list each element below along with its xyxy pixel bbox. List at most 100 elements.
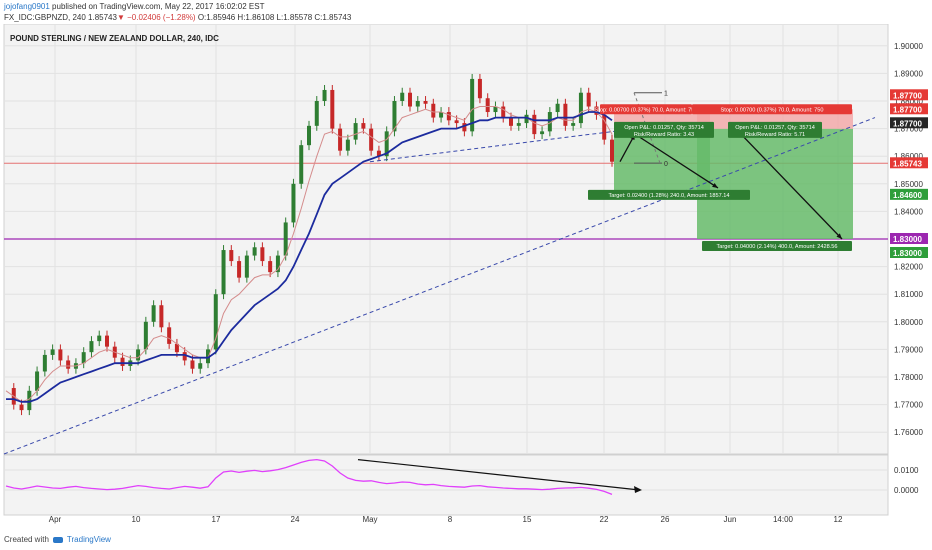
candle-body xyxy=(105,335,109,347)
target-label-1-box xyxy=(588,189,750,200)
x-tick-label: 12 xyxy=(834,515,843,524)
y-tick-label: 1.81000 xyxy=(894,290,923,299)
candle-body xyxy=(136,349,141,361)
stop-label-2-box xyxy=(692,104,852,115)
candle-body xyxy=(415,101,420,107)
candle-body xyxy=(19,404,24,411)
candle-body xyxy=(283,222,288,256)
candle-body xyxy=(229,250,234,262)
candle-body xyxy=(159,305,164,328)
candle-body xyxy=(423,101,428,104)
y-tick-label: 1.88000 xyxy=(894,97,923,106)
target-zone-2 xyxy=(697,128,853,239)
target-label-2-text: Target: 0.04000 (2.14%) 400.0, Amount: 2… xyxy=(717,244,838,250)
candle-body xyxy=(299,145,304,184)
divergence-arrow-head xyxy=(634,486,642,493)
price-label: 1.84600 xyxy=(893,191,922,200)
pnl-label-2-text: Open P&L: 0.01257, Qty: 35714 xyxy=(735,125,815,131)
candle-body xyxy=(345,139,350,151)
candle-body xyxy=(143,321,148,350)
candle-body xyxy=(206,349,210,364)
y-tick-label: 1.77000 xyxy=(894,401,923,410)
x-tick-label: May xyxy=(362,515,377,524)
y-tick-label: 1.90000 xyxy=(894,42,923,51)
price-label-bg xyxy=(890,89,928,101)
price-label-bg xyxy=(890,117,928,129)
x-tick-label: 26 xyxy=(661,515,670,524)
candle-body xyxy=(291,183,296,223)
candle-body xyxy=(532,114,537,135)
pnl-label-2-text: Risk/Reward Ratio: 5.71 xyxy=(745,132,805,138)
x-tick-label: 15 xyxy=(523,515,532,524)
price-label: 1.83000 xyxy=(893,235,922,244)
moving-average-line xyxy=(5,106,613,403)
candle-body xyxy=(198,363,203,369)
publish-text: published on TradingView.com, May 22, 20… xyxy=(49,2,265,11)
y-tick-label: 1.76000 xyxy=(894,428,923,437)
candle-body xyxy=(408,92,412,107)
price-change: ▼ −0.02406 (−1.28%) xyxy=(116,13,198,22)
target-label-1-text: Target: 0.02400 (1.28%) 240.0, Amount: 1… xyxy=(609,193,730,199)
candle-body xyxy=(361,123,366,129)
candle-body xyxy=(244,255,249,278)
candle-body xyxy=(524,114,529,124)
author-link[interactable]: jojofang0901 xyxy=(4,2,50,11)
candle-body xyxy=(369,128,374,151)
arrow-line xyxy=(732,125,843,240)
x-tick-label: 22 xyxy=(600,515,609,524)
oscillator-pane xyxy=(3,454,889,516)
tradingview-brand[interactable]: TradingView xyxy=(66,535,111,544)
footer: Created with TradingView xyxy=(4,535,111,544)
series-lines xyxy=(5,106,613,403)
candle-body xyxy=(571,123,576,126)
candle-body xyxy=(237,261,242,278)
price-label: 1.83000 xyxy=(893,249,922,258)
candle-body xyxy=(384,131,389,157)
stop-label-2-text: Stop: 0.00700 (0.37%) 70.0, Amount: 750 xyxy=(721,107,824,113)
trend-line-dashed xyxy=(3,117,876,455)
divergence-line xyxy=(357,459,639,491)
candle-body xyxy=(555,103,560,113)
chart-title: POUND STERLING / NEW ZEALAND DOLLAR, 240… xyxy=(10,34,219,43)
candle-body xyxy=(493,106,498,113)
axes: 1.90000 1.89000 1.88000 1.87000 1.86000 1.850… xyxy=(49,42,928,524)
candle-body xyxy=(509,117,513,126)
candle-body xyxy=(470,78,475,132)
candle-body xyxy=(174,343,179,353)
candle-body xyxy=(120,357,125,366)
candle-body xyxy=(252,247,257,256)
candle-body xyxy=(27,390,32,411)
stop-label-1-text: Stop: 0.00700 (0.37%) 70.0, Amount: 750 xyxy=(595,107,698,113)
tradingview-icon xyxy=(52,536,63,543)
arrow-line xyxy=(634,133,719,189)
candle-body xyxy=(330,89,335,129)
y-tick-label: 1.86000 xyxy=(894,152,923,161)
candle-body xyxy=(50,349,55,355)
oscillator-line xyxy=(5,458,613,496)
created-with: Created with xyxy=(4,535,49,544)
ohlc: O:1.85946 H:1.86108 L:1.85578 C:1.85743 xyxy=(197,13,352,22)
x-tick-label: 8 xyxy=(448,515,453,524)
x-tick-label: 17 xyxy=(212,515,221,524)
arrow-head xyxy=(836,233,842,239)
y-tick-label: 1.84000 xyxy=(894,207,923,216)
symbol: FX_IDC:GBPNZD, 240 xyxy=(4,13,89,22)
y-tick-label: 1.85000 xyxy=(894,180,923,189)
candle-body xyxy=(307,125,311,146)
candle-body xyxy=(35,371,40,391)
osc-tick-label: 0.0000 xyxy=(894,486,919,495)
publish-info: jojofang0901 published on TradingView.co… xyxy=(4,2,264,11)
candle-body xyxy=(578,92,583,124)
pnl-label-1-text: Open P&L: 0.01257, Qty: 35714 xyxy=(624,125,704,131)
pnl-label-1-box xyxy=(614,121,714,138)
candle-body xyxy=(260,247,265,262)
candle-body xyxy=(454,120,459,124)
candle-body xyxy=(268,261,273,273)
y-tick-label: 1.78000 xyxy=(894,373,923,382)
x-tick-label: 24 xyxy=(291,515,300,524)
candle-body xyxy=(586,92,591,107)
candle-body xyxy=(594,106,599,115)
arrow-head xyxy=(712,182,718,188)
